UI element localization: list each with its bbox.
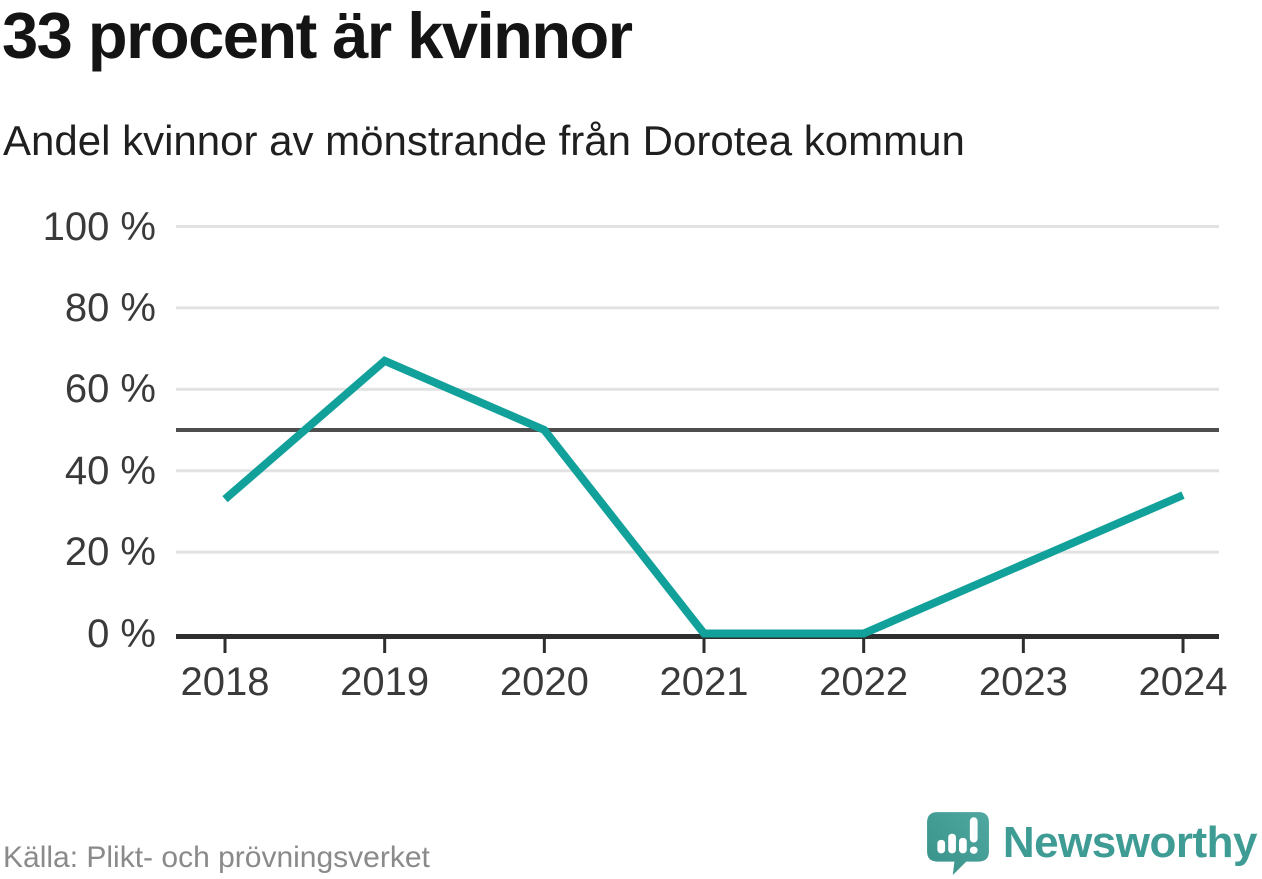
newsworthy-brand: Newsworthy [925,810,1258,876]
brand-name: Newsworthy [1002,818,1258,867]
source-note: Källa: Plikt- och prövningsverket [3,841,430,874]
logo-bar-2 [948,833,956,854]
x-tick-label-2023: 2023 [978,660,1068,704]
x-tick-label-2021: 2021 [659,660,749,704]
y-tick-label-40: 40 % [64,448,156,493]
logo-bar-3 [958,837,967,854]
y-tick-label-60: 60 % [64,367,156,412]
y-tick-label-80: 80 % [64,285,156,330]
chart-title: 33 procent är kvinnor [2,0,633,72]
x-tick-label-2022: 2022 [819,660,909,704]
data-line-share-women [222,356,1185,638]
y-tick-label-100: 100 % [42,204,156,249]
y-tick-label-20: 20 % [64,530,156,575]
logo-exclamation-bar [969,817,978,843]
chart-subtitle: Andel kvinnor av mönstrande från Dorotea… [3,117,965,164]
y-tick-label-0: 0 % [87,611,156,656]
logo-exclamation-dot [969,846,978,854]
x-tick-label-2024: 2024 [1138,660,1228,704]
newsworthy-logo-icon [926,812,989,875]
logo-bar-1 [937,839,945,854]
x-tick-label-2019: 2019 [340,660,430,704]
x-tick-label-2020: 2020 [499,660,589,704]
x-tick-label-2018: 2018 [180,660,270,704]
speech-bubble-shape [926,812,989,875]
